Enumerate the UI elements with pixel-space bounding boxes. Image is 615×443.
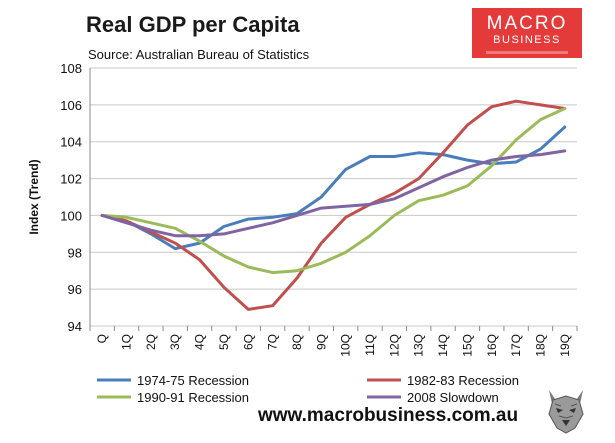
y-tick-label: 96 (68, 282, 82, 297)
x-tick-label: 14Q (436, 334, 450, 357)
chart-subtitle: Source: Australian Bureau of Statistics (88, 47, 310, 62)
x-tick-label: 15Q (460, 334, 474, 357)
series-line-2 (100, 99, 567, 311)
y-axis-label: Index (Trend) (27, 159, 41, 234)
x-tick-label: 8Q (290, 334, 304, 350)
x-tick-label: 3Q (168, 334, 182, 350)
y-tick-label: 94 (68, 319, 82, 334)
x-tick-label: 19Q (558, 334, 572, 357)
x-tick-label: 16Q (485, 334, 499, 357)
x-tick-label: 1Q (120, 334, 134, 350)
x-tick-label: Q (95, 334, 109, 343)
series-line-1 (100, 125, 567, 251)
x-tick-label: 10Q (339, 334, 353, 357)
legend-label: 2008 Slowdown (407, 390, 499, 405)
x-tick-label: 4Q (193, 334, 207, 350)
series-line-3 (100, 107, 567, 275)
y-tick-label: 98 (68, 245, 82, 260)
x-tick-label: 12Q (387, 334, 401, 357)
x-tick-label: 9Q (314, 334, 328, 350)
x-tick-label: 18Q (533, 334, 547, 357)
legend-label: 1990-91 Recession (137, 390, 249, 405)
footer-url: www.macrobusiness.com.au (258, 405, 519, 426)
legend-label: 1974-75 Recession (137, 373, 249, 388)
logo-underline (486, 51, 568, 54)
y-tick-label: 106 (60, 98, 82, 113)
x-tick-label: 6Q (241, 334, 255, 350)
y-tick-label: 102 (60, 172, 82, 187)
x-tick-label: 2Q (144, 334, 158, 350)
x-tick-label: 11Q (363, 334, 377, 356)
macro-business-logo: MACRO BUSINESS (472, 8, 582, 58)
logo-line-2: BUSINESS (493, 34, 561, 46)
y-tick-label: 108 (60, 61, 82, 76)
wolf-icon (543, 386, 589, 436)
chart-title: Real GDP per Capita (86, 12, 300, 37)
legend-label: 1982-83 Recession (407, 373, 519, 388)
y-tick-label: 100 (60, 208, 82, 223)
y-tick-label: 104 (60, 135, 82, 150)
x-tick-label: 5Q (217, 334, 231, 350)
x-tick-label: 13Q (412, 334, 426, 357)
logo-line-1: MACRO (486, 13, 568, 34)
x-tick-label: 17Q (509, 334, 523, 357)
series-line-4 (100, 149, 567, 238)
x-tick-label: 7Q (266, 334, 280, 350)
